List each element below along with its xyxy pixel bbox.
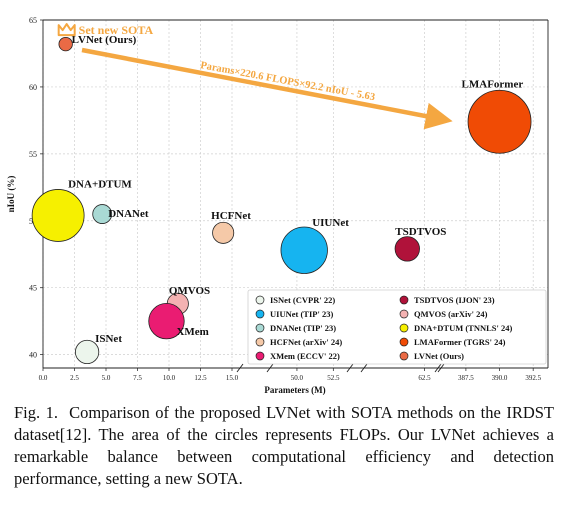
x-tick-label: 10.0 (163, 374, 176, 382)
axis-break-mark (360, 363, 368, 373)
legend-marker (399, 309, 409, 319)
comparison-arrow: Params×220.6 FLOPS×92.2 nIoU - 5.63 (81, 47, 453, 130)
legend-marker (399, 295, 409, 305)
legend-label: TSDTVOS (IJON' 23) (414, 295, 495, 305)
point-label: LMAFormer (462, 79, 524, 91)
scatter-chart: 4045505560650.02.55.07.510.012.515.050.0… (6, 16, 549, 395)
x-tick-label: 62.5 (418, 374, 431, 382)
legend-label: DNANet (TIP' 23) (270, 323, 336, 333)
point-uiunet (280, 226, 328, 274)
point-label: XMem (176, 326, 208, 338)
y-tick-label: 45 (29, 284, 37, 293)
point-dna-dtum (31, 189, 85, 242)
y-tick-label: 40 (29, 351, 37, 360)
legend-marker (399, 351, 409, 361)
x-tick-label: 15.0 (226, 374, 239, 382)
point-label: DNA+DTUM (68, 178, 132, 190)
x-tick-label: 50.0 (291, 374, 304, 382)
point-label: TSDTVOS (395, 226, 446, 238)
legend-marker (255, 295, 265, 305)
axis-break-mark (236, 363, 244, 373)
x-axis-label: Parameters (M) (264, 385, 325, 395)
point-lvnet-ours (58, 36, 73, 52)
axis-break-mark (346, 363, 354, 373)
x-tick-label: 7.5 (133, 374, 142, 382)
x-tick-label: 2.5 (70, 374, 79, 382)
legend-marker (255, 337, 265, 347)
point-label: QMVOS (169, 285, 210, 297)
sota-label: Set new SOTA (79, 23, 154, 37)
legend-marker (399, 323, 409, 333)
y-tick-label: 60 (29, 83, 37, 92)
legend-label: UIUNet (TIP' 23) (270, 309, 333, 319)
legend-label: XMem (ECCV' 22) (270, 351, 340, 361)
caption-text: Comparison of the proposed LVNet with SO… (14, 403, 554, 488)
axis-break-mark (266, 363, 274, 373)
x-tick-label: 0.0 (39, 374, 48, 382)
point-isnet (75, 339, 100, 365)
point-xmem (148, 303, 185, 340)
legend-label: HCFNet (arXiv' 24) (270, 337, 342, 347)
legend-label: ISNet (CVPR' 22) (270, 295, 335, 305)
y-tick-label: 55 (29, 150, 37, 159)
legend-box (247, 289, 547, 365)
point-label: UIUNet (312, 217, 349, 229)
legend-marker (255, 309, 265, 319)
arrow-annotation: Params×220.6 FLOPS×92.2 nIoU - 5.63 (199, 60, 375, 103)
arrow-line (81, 47, 453, 130)
figure-caption: Fig. 1. Comparison of the proposed LVNet… (14, 402, 554, 490)
legend-marker (399, 337, 409, 347)
x-tick-label: 387.5 (458, 374, 474, 382)
point-label: LVNet (Ours) (72, 34, 137, 46)
point-dnanet (92, 204, 113, 224)
legend-marker (255, 351, 265, 361)
axis-break-mark (437, 363, 445, 373)
point-label: ISNet (95, 333, 122, 345)
point-labels: ISNet DNANet DNA+DTUM QMVOS XMem HCFNet UIUNet… (57, 23, 524, 345)
point-label: DNANet (108, 208, 149, 220)
x-tick-label: 390.0 (492, 374, 508, 382)
x-tick-label: 12.5 (194, 374, 207, 382)
point-tsdtvos (394, 236, 420, 262)
y-axis-label: nIoU (%) (6, 176, 16, 213)
x-tick-label: 5.0 (102, 374, 111, 382)
axis-break-mark (434, 363, 442, 373)
y-tick-label: 65 (29, 16, 37, 25)
legend-label: QMVOS (arXiv' 24) (414, 309, 488, 319)
data-points (31, 36, 532, 365)
legend-marker (255, 323, 265, 333)
point-label: HCFNet (211, 210, 251, 222)
legend-label: DNA+DTUM (TNNLS' 24) (414, 323, 513, 333)
x-tick-label: 392.5 (525, 374, 541, 382)
point-hcfnet (212, 221, 235, 244)
x-tick-label: 52.5 (327, 374, 340, 382)
point-lmaformer (467, 89, 532, 154)
crown-icon (57, 23, 76, 37)
legend: ISNet (CVPR' 22) TSDTVOS (IJON' 23) UIUNet… (247, 289, 547, 365)
legend-label: LMAFormer (TGRS' 24) (414, 337, 506, 347)
legend-label: LVNet (Ours) (414, 351, 464, 361)
caption-prefix: Fig. 1. (14, 403, 59, 422)
